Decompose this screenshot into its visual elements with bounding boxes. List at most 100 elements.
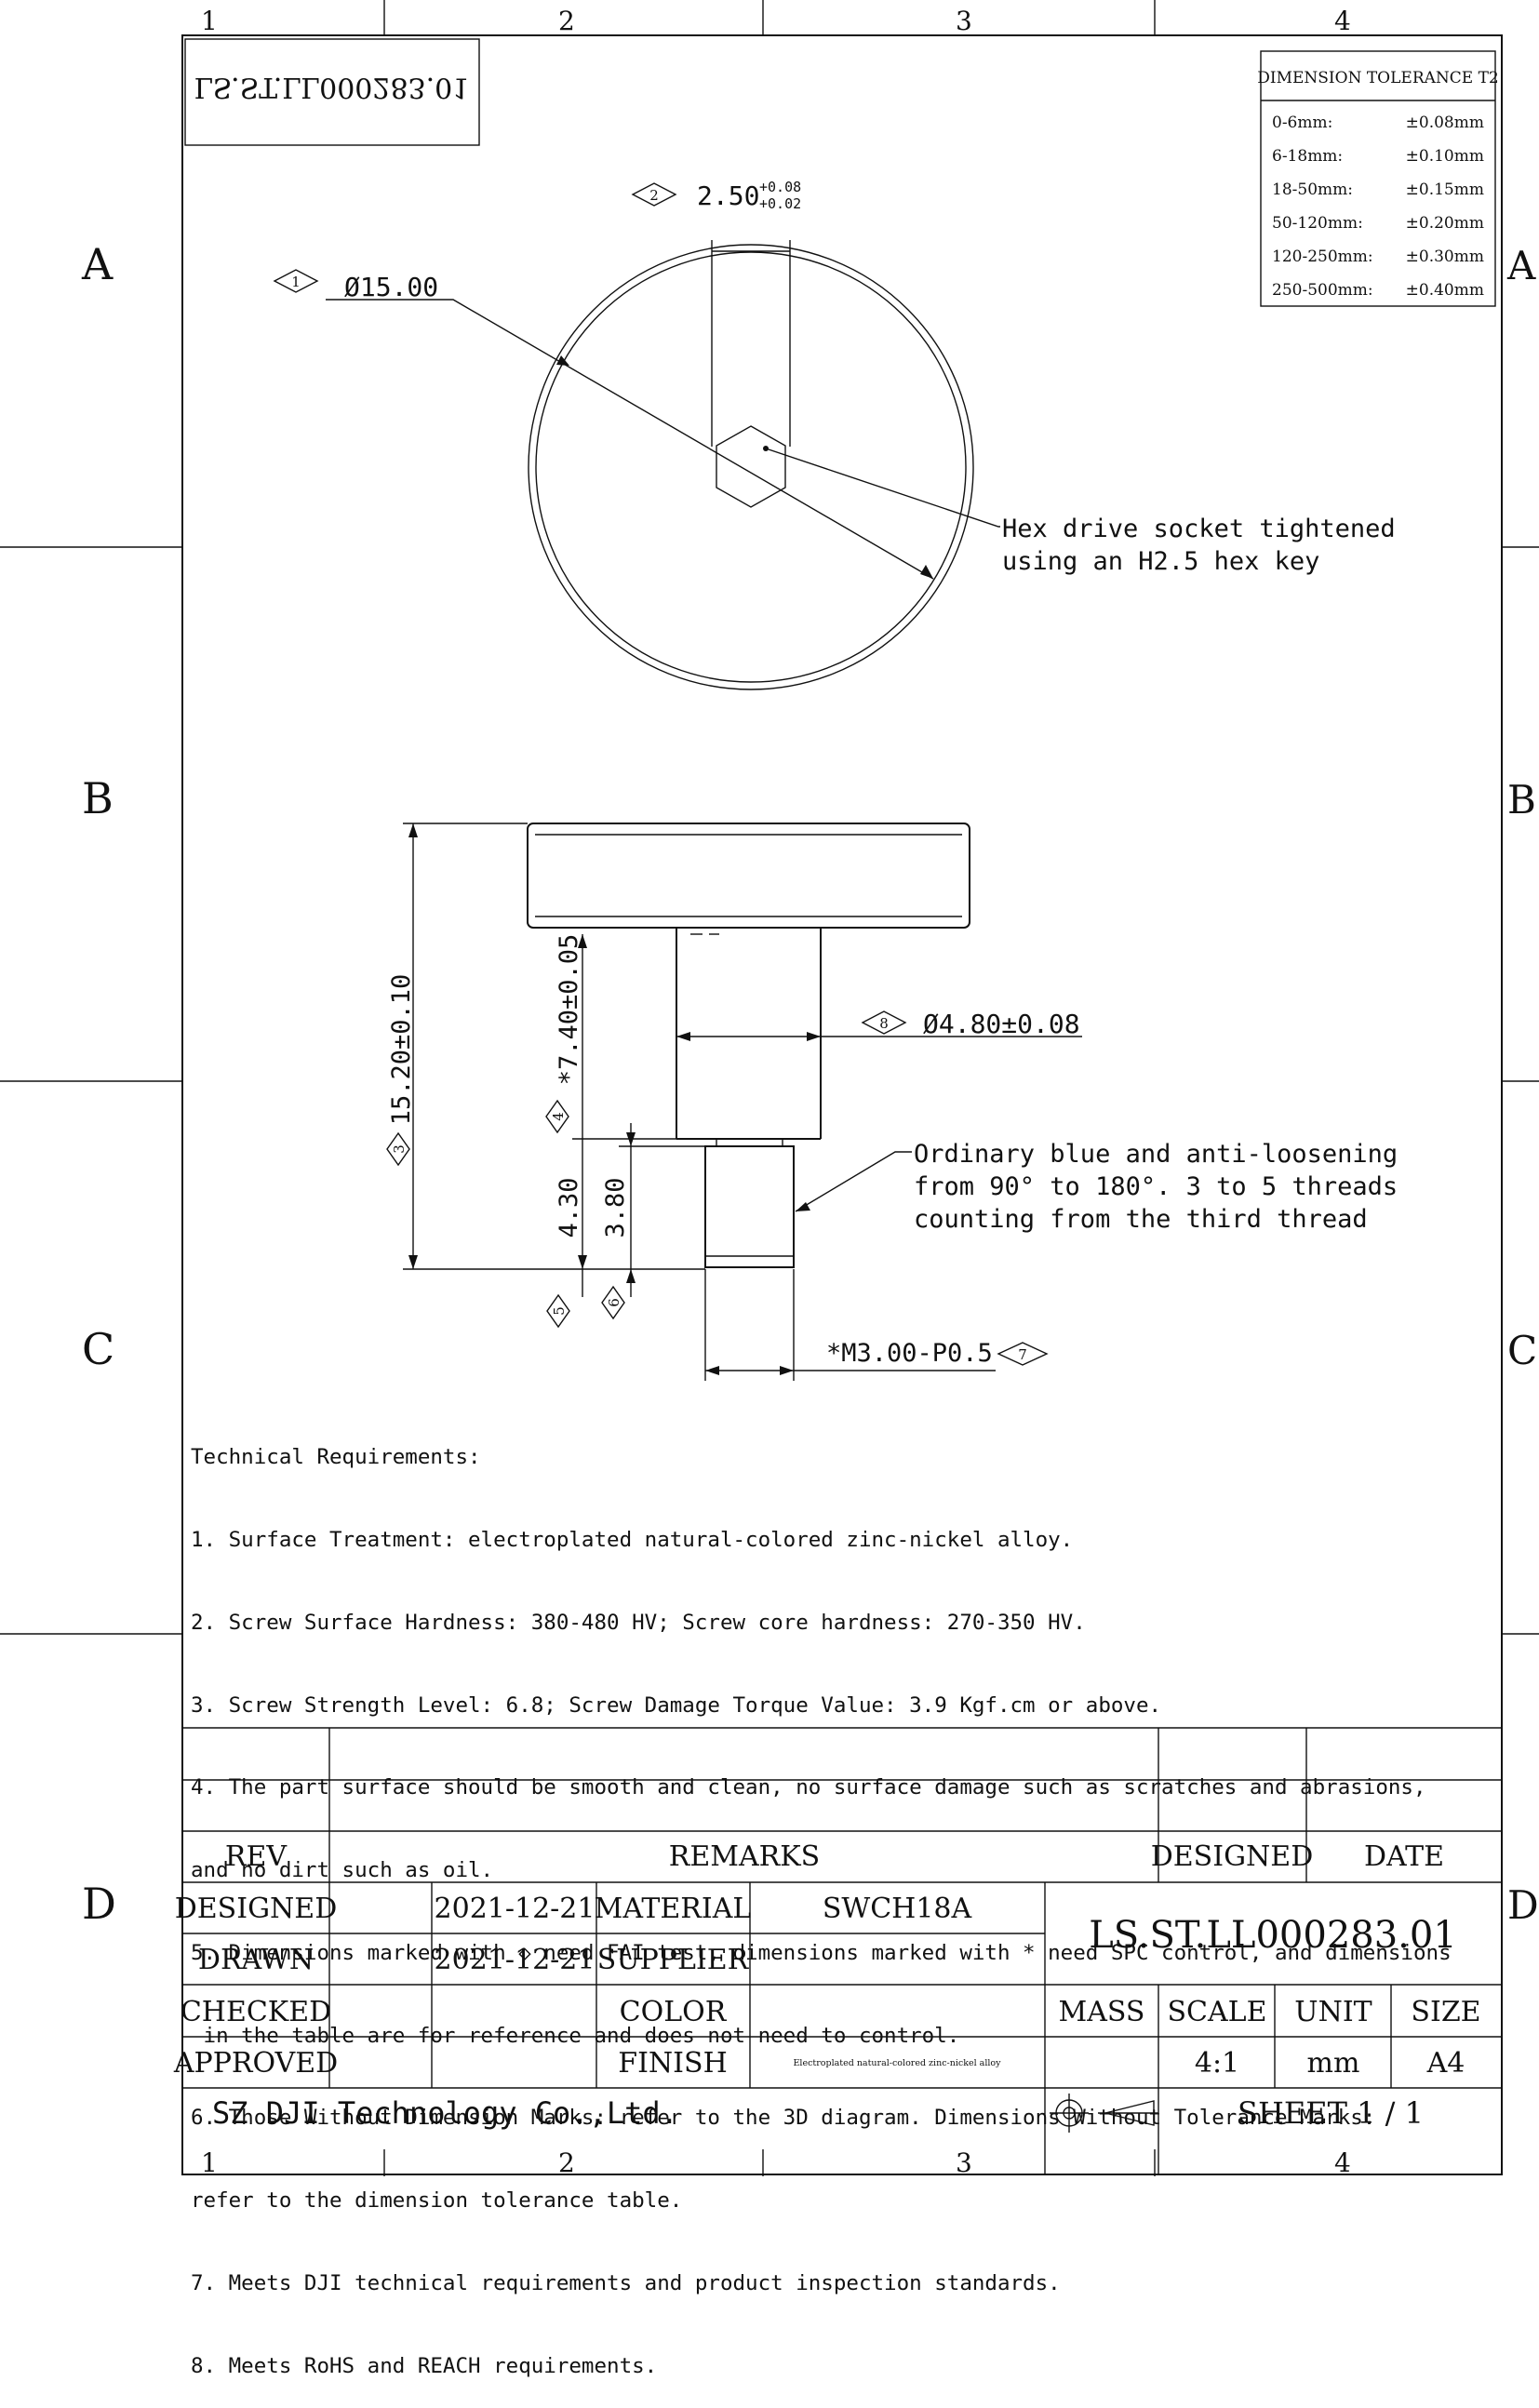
drawn-date: 2021-12-21 bbox=[435, 1944, 596, 1976]
hex-note-line2: using an H2.5 hex key bbox=[1002, 547, 1319, 576]
tolerance-range: 50-120mm: bbox=[1272, 214, 1363, 233]
mirrored-drawing-number: LS.ST.LL000283.01 bbox=[194, 71, 471, 103]
checked-label: CHECKED bbox=[181, 1996, 331, 2028]
thread-note-line2: from 90° to 180°. 3 to 5 threads bbox=[914, 1172, 1398, 1201]
color-label: COLOR bbox=[620, 1996, 728, 2028]
dim-thread-spec: *M3.00-P0.5 bbox=[826, 1339, 993, 1368]
thread-shank bbox=[704, 1145, 795, 1268]
requirement-line: 6. Those Without Dimension Marks: refer … bbox=[191, 2106, 1376, 2131]
requirement-line: and no dirt such as oil. bbox=[191, 1858, 494, 1883]
top-view bbox=[326, 240, 1000, 690]
dim-diameter-15: Ø15.00 bbox=[344, 272, 438, 302]
col-label: 3 bbox=[956, 6, 972, 36]
requirement-line: 7. Meets DJI technical requirements and … bbox=[191, 2271, 1061, 2295]
fai-marker bbox=[997, 1342, 1049, 1366]
rev-label: REV bbox=[225, 1840, 288, 1873]
tolerance-table-title: DIMENSION TOLERANCE T2 bbox=[1257, 69, 1499, 87]
dim-shank-diameter: Ø4.80±0.08 bbox=[923, 1009, 1080, 1039]
thread-note-line3: counting from the third thread bbox=[914, 1205, 1368, 1234]
col-label: 1 bbox=[201, 2147, 218, 2176]
material-label: MATERIAL bbox=[595, 1893, 752, 1925]
scale-label: SCALE bbox=[1168, 1996, 1267, 2028]
tolerance-range: 0-6mm: bbox=[1272, 114, 1332, 132]
finish-value: Electroplated natural-colored zinc-nicke… bbox=[794, 2058, 1002, 2068]
col-label: 4 bbox=[1334, 2147, 1351, 2176]
fai-marker bbox=[631, 182, 677, 207]
row-label: D bbox=[1507, 1882, 1539, 1928]
fai-marker-number: 5 bbox=[551, 1306, 568, 1316]
requirement-line: 2. Screw Surface Hardness: 380-480 HV; S… bbox=[191, 1610, 1086, 1635]
tolerance-range: 120-250mm: bbox=[1272, 247, 1373, 266]
fai-marker-number: 3 bbox=[391, 1144, 408, 1154]
supplier-label: SUPPLIER bbox=[597, 1944, 750, 1976]
tolerance-table: DIMENSION TOLERANCE T2 0-6mm: ±0.08mm 6-… bbox=[1257, 50, 1499, 307]
tolerance-value: ±0.10mm bbox=[1406, 147, 1484, 166]
tolerance-value: ±0.30mm bbox=[1406, 247, 1484, 266]
finish-label: FINISH bbox=[618, 2047, 727, 2080]
dim-slot-width: 2.50 bbox=[697, 181, 759, 211]
drawing-number: LS.ST.LL000283.01 bbox=[1089, 1914, 1457, 1957]
dim-shoulder-length: *7.40±0.05 bbox=[555, 934, 583, 1086]
mirrored-number-box bbox=[184, 38, 480, 146]
requirement-line: 8. Meets RoHS and REACH requirements. bbox=[191, 2353, 658, 2378]
fai-marker-number: 7 bbox=[1018, 1346, 1027, 1363]
row-label: D bbox=[82, 1879, 116, 1929]
fai-marker-number: 6 bbox=[606, 1298, 622, 1307]
size-value: A4 bbox=[1426, 2047, 1465, 2080]
tolerance-value: ±0.15mm bbox=[1406, 181, 1484, 199]
tolerance-value: ±0.40mm bbox=[1406, 281, 1484, 300]
fai-marker-number: 4 bbox=[550, 1112, 567, 1121]
row-label: B bbox=[1507, 777, 1536, 823]
tolerance-value: ±0.20mm bbox=[1406, 214, 1484, 233]
fai-marker bbox=[601, 1285, 625, 1320]
tolerance-range: 250-500mm: bbox=[1272, 281, 1373, 300]
fai-marker-number: 2 bbox=[649, 187, 659, 204]
remarks-label: REMARKS bbox=[669, 1840, 820, 1873]
zone-ticks bbox=[0, 0, 1539, 2176]
col-label: 4 bbox=[1334, 6, 1351, 36]
thread-note-line1: Ordinary blue and anti-loosening bbox=[914, 1140, 1398, 1169]
screw-head bbox=[527, 823, 970, 929]
fai-marker bbox=[273, 269, 319, 293]
date-header: DATE bbox=[1364, 1840, 1444, 1873]
requirement-line: 5. Dimensions marked with ◇ need FAI tes… bbox=[191, 1940, 1452, 1965]
dim-thread-total: 4.30 bbox=[555, 1177, 583, 1237]
fai-marker-number: 1 bbox=[291, 274, 301, 290]
col-label: 2 bbox=[558, 2147, 575, 2176]
tolerance-value: ±0.08mm bbox=[1406, 114, 1484, 132]
requirement-line: in the table are for reference and does … bbox=[191, 2023, 960, 2048]
designed-header: DESIGNED bbox=[1151, 1840, 1314, 1873]
size-label: SIZE bbox=[1411, 1996, 1480, 2028]
row-label: A bbox=[81, 239, 114, 289]
mass-label: MASS bbox=[1059, 1996, 1145, 2028]
dim-slot-upper-tol: +0.08 bbox=[759, 179, 801, 195]
requirement-line: 1. Surface Treatment: electroplated natu… bbox=[191, 1527, 1074, 1552]
requirement-line: 4. The part surface should be smooth and… bbox=[191, 1775, 1426, 1800]
scale-value: 4:1 bbox=[1195, 2047, 1239, 2080]
requirement-line: refer to the dimension tolerance table. bbox=[191, 2188, 683, 2214]
row-label: B bbox=[82, 773, 114, 823]
row-label: A bbox=[1506, 243, 1536, 288]
unit-label: UNIT bbox=[1294, 1996, 1372, 2028]
dim-thread-length: 3.80 bbox=[601, 1177, 630, 1237]
company-name: SZ DJI Technology Co.,Ltd. bbox=[212, 2095, 678, 2131]
row-label: C bbox=[82, 1324, 114, 1374]
title-block-grid bbox=[182, 1727, 1502, 2174]
fai-marker bbox=[386, 1131, 410, 1167]
designed-label: DESIGNED bbox=[175, 1893, 338, 1925]
drawing-sheet: 1 2 3 4 1 2 3 4 A B C D A B C D LS.ST.LL… bbox=[0, 0, 1539, 2176]
side-view bbox=[403, 823, 1082, 1381]
dim-slot-lower-tol: +0.02 bbox=[759, 195, 801, 212]
fai-marker bbox=[546, 1293, 570, 1329]
dim-overall-length: 15.20±0.10 bbox=[387, 974, 416, 1126]
projection-symbol-icon bbox=[1050, 2094, 1158, 2133]
unit-value: mm bbox=[1307, 2047, 1360, 2080]
col-label: 3 bbox=[956, 2147, 972, 2176]
requirement-line: 3. Screw Strength Level: 6.8; Screw Dama… bbox=[191, 1692, 1162, 1718]
drawing-frame bbox=[181, 34, 1503, 2175]
tolerance-range: 18-50mm: bbox=[1272, 181, 1353, 199]
material-value: SWCH18A bbox=[823, 1893, 972, 1925]
approved-label: APPROVED bbox=[173, 2047, 338, 2080]
drawn-label: DRAWN bbox=[198, 1944, 314, 1976]
requirements-heading: Technical Requirements: bbox=[191, 1445, 481, 1470]
